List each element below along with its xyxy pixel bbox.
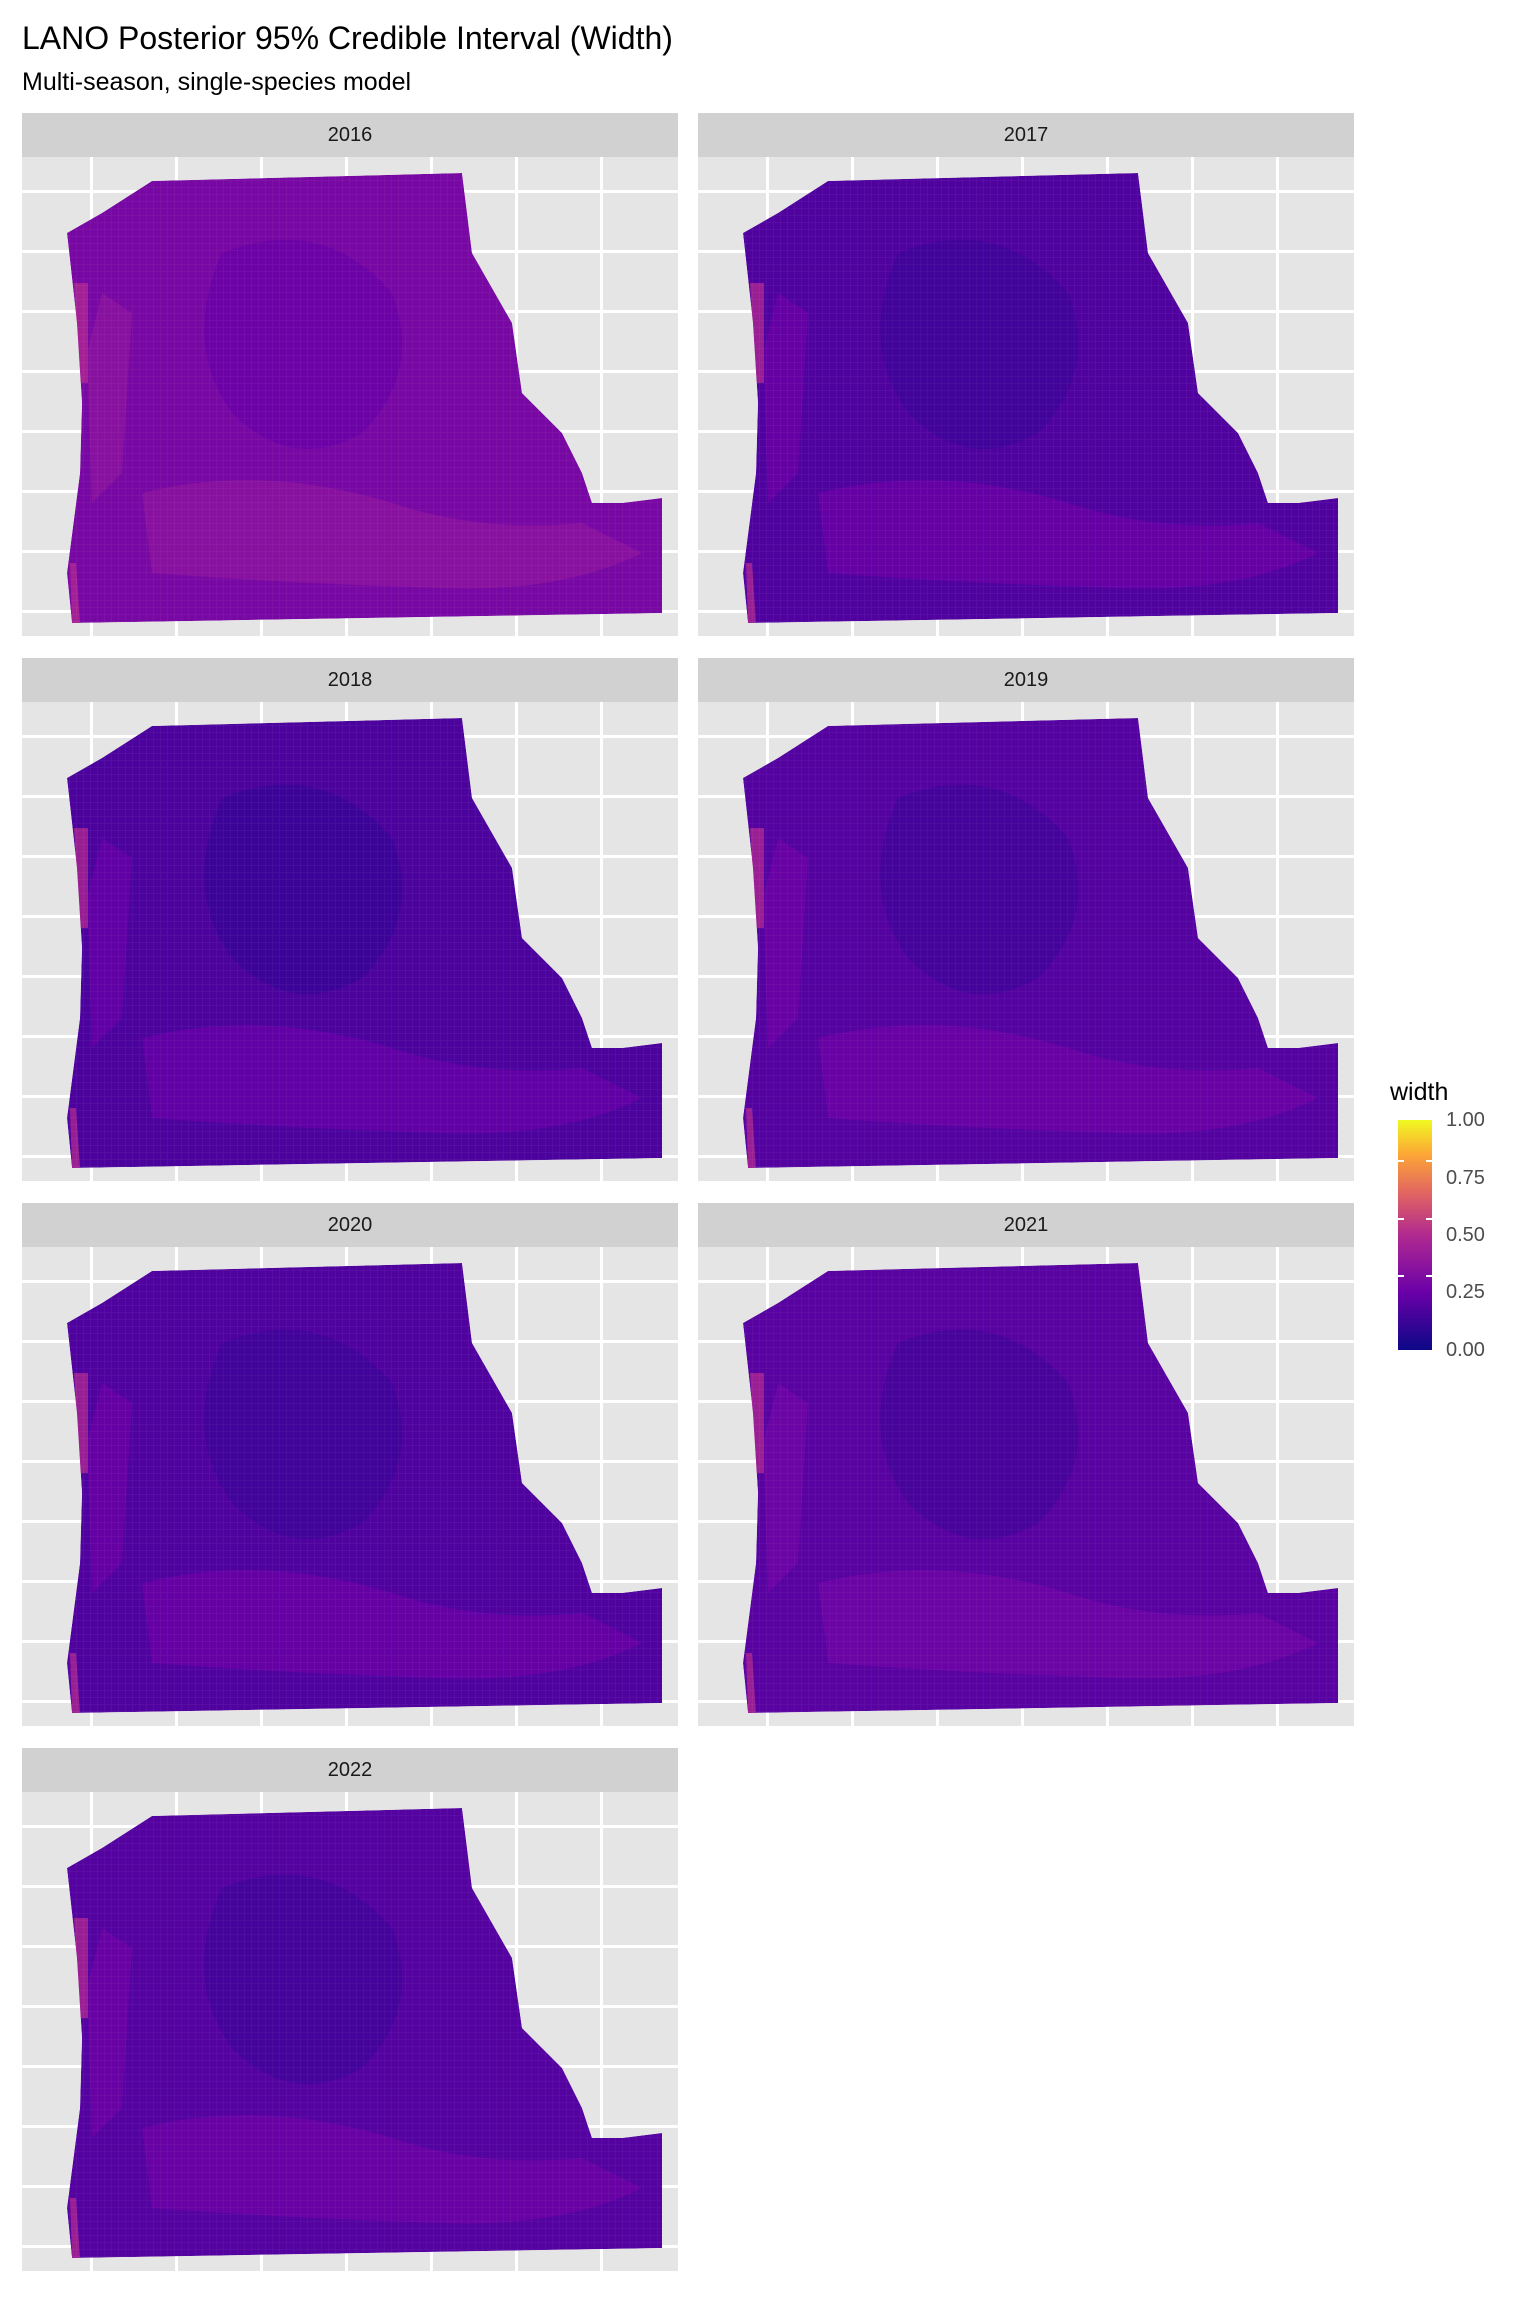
- facet-panel-2016: 2016: [22, 113, 678, 636]
- credible-interval-raster: [743, 173, 1338, 623]
- facet-plot-area: [22, 702, 678, 1181]
- credible-interval-raster: [743, 718, 1338, 1168]
- legend-label-max: 1.00: [1446, 1109, 1485, 1131]
- legend-tick-mark: [1426, 1275, 1432, 1277]
- facet-strip-label: 2020: [22, 1203, 678, 1247]
- facet-panel-2018: 2018: [22, 658, 678, 1181]
- credible-interval-raster: [67, 718, 662, 1168]
- credible-interval-raster: [743, 1263, 1338, 1713]
- facet-panel-2019: 2019: [698, 658, 1354, 1181]
- legend-tick-mark: [1398, 1218, 1404, 1220]
- legend-tick-mark: [1398, 1275, 1404, 1277]
- facet-strip-label: 2019: [698, 658, 1354, 702]
- legend-tick-mark: [1426, 1160, 1432, 1162]
- facet-strip-label: 2016: [22, 113, 678, 157]
- credible-interval-raster: [67, 173, 662, 623]
- facet-panel-2020: 2020: [22, 1203, 678, 1726]
- facet-panel-2021: 2021: [698, 1203, 1354, 1726]
- gridline-vertical: [1276, 702, 1279, 1181]
- facet-strip-label: 2021: [698, 1203, 1354, 1247]
- facet-plot-area: [22, 1247, 678, 1726]
- facet-panel-2017: 2017: [698, 113, 1354, 636]
- gridline-vertical: [1276, 157, 1279, 636]
- legend-label-075: 0.75: [1446, 1167, 1485, 1189]
- facet-plot-area: [698, 157, 1354, 636]
- gridline-vertical: [600, 157, 603, 636]
- chart-subtitle: Multi-season, single-species model: [22, 68, 412, 96]
- facet-panel-2022: 2022: [22, 1748, 678, 2271]
- credible-interval-raster: [67, 1263, 662, 1713]
- credible-interval-raster: [67, 1808, 662, 2258]
- color-legend: width 1.00 0.75 0.50 0.25 0.00: [1390, 1078, 1530, 1361]
- chart-title: LANO Posterior 95% Credible Interval (Wi…: [22, 20, 673, 56]
- facet-strip-label: 2018: [22, 658, 678, 702]
- legend-tick-mark: [1426, 1218, 1432, 1220]
- gridline-vertical: [600, 1247, 603, 1726]
- facet-plot-area: [22, 1792, 678, 2271]
- facet-plot-area: [22, 157, 678, 636]
- legend-tick-mark: [1398, 1160, 1404, 1162]
- legend-label-050: 0.50: [1446, 1224, 1485, 1246]
- gridline-vertical: [1276, 1247, 1279, 1726]
- facet-plot-area: [698, 1247, 1354, 1726]
- facet-plot-area: [698, 702, 1354, 1181]
- facet-strip-label: 2022: [22, 1748, 678, 1792]
- gridline-vertical: [600, 702, 603, 1181]
- legend-label-min: 0.00: [1446, 1339, 1485, 1361]
- gridline-vertical: [600, 1792, 603, 2271]
- legend-label-025: 0.25: [1446, 1281, 1485, 1303]
- legend-colorbar: [1398, 1120, 1432, 1350]
- legend-title: width: [1390, 1078, 1449, 1106]
- facet-strip-label: 2017: [698, 113, 1354, 157]
